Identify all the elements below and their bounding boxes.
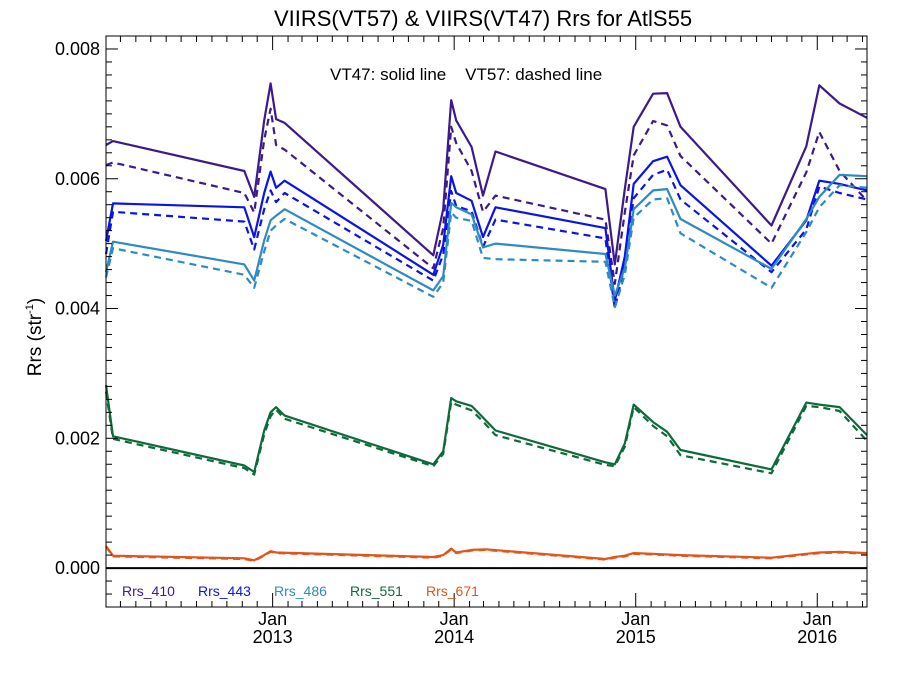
y-axis: 0.000 0.002 0.004 0.006 0.008: [55, 35, 867, 608]
y-tick-label: 0.006: [55, 169, 100, 189]
x-tick-month-label: Jan: [621, 609, 650, 629]
legend: Rrs_410 Rrs_443 Rrs_486 Rrs_551 Rrs_671: [122, 583, 479, 599]
y-tick-label: 0.000: [55, 558, 100, 578]
series-rrs-671-vt47-line: [105, 545, 868, 562]
series-rrs-410-vt47-line: [105, 82, 868, 266]
y-tick-label: 0.004: [55, 299, 100, 319]
series-rrs-486-vt57-line: [104, 184, 868, 309]
legend-item-rrs-551: Rrs_551: [350, 583, 403, 599]
x-tick-month-label: Jan: [258, 609, 287, 629]
legend-item-rrs-443: Rrs_443: [198, 583, 251, 599]
x-tick-year-label: 2014: [434, 627, 474, 647]
series-rrs-551-vt47-line: [104, 384, 868, 474]
y-tick-label: 0.002: [55, 428, 100, 448]
y-axis-label: Rrs (str-1): [24, 298, 46, 376]
x-tick-month-label: Jan: [803, 609, 832, 629]
legend-item-rrs-671: Rrs_671: [426, 583, 479, 599]
series-rrs-443-vt47-line: [104, 155, 868, 302]
plot-frame: [105, 35, 868, 608]
series-rrs-443-vt57-line: [104, 168, 868, 310]
x-tick-year-label: 2013: [253, 627, 293, 647]
x-tick-year-label: 2015: [616, 627, 656, 647]
series-rrs-551-vt57-line: [104, 391, 868, 476]
series-rrs-486-vt47-line: [104, 173, 868, 297]
legend-item-rrs-410: Rrs_410: [122, 583, 175, 599]
x-tick-month-label: Jan: [440, 609, 469, 629]
chart-title: VIIRS(VT57) & VIIRS(VT47) Rrs for AtlS55: [274, 6, 692, 31]
x-tick-year-label: 2016: [797, 627, 837, 647]
line-style-annotation: VT47: solid line VT57: dashed line: [330, 65, 602, 84]
y-tick-label: 0.008: [55, 39, 100, 59]
y-axis-label-exponent: -1: [24, 304, 36, 314]
series-layer: [104, 82, 868, 563]
legend-item-rrs-486: Rrs_486: [274, 583, 327, 599]
series-rrs-410-vt57-line: [105, 107, 868, 285]
